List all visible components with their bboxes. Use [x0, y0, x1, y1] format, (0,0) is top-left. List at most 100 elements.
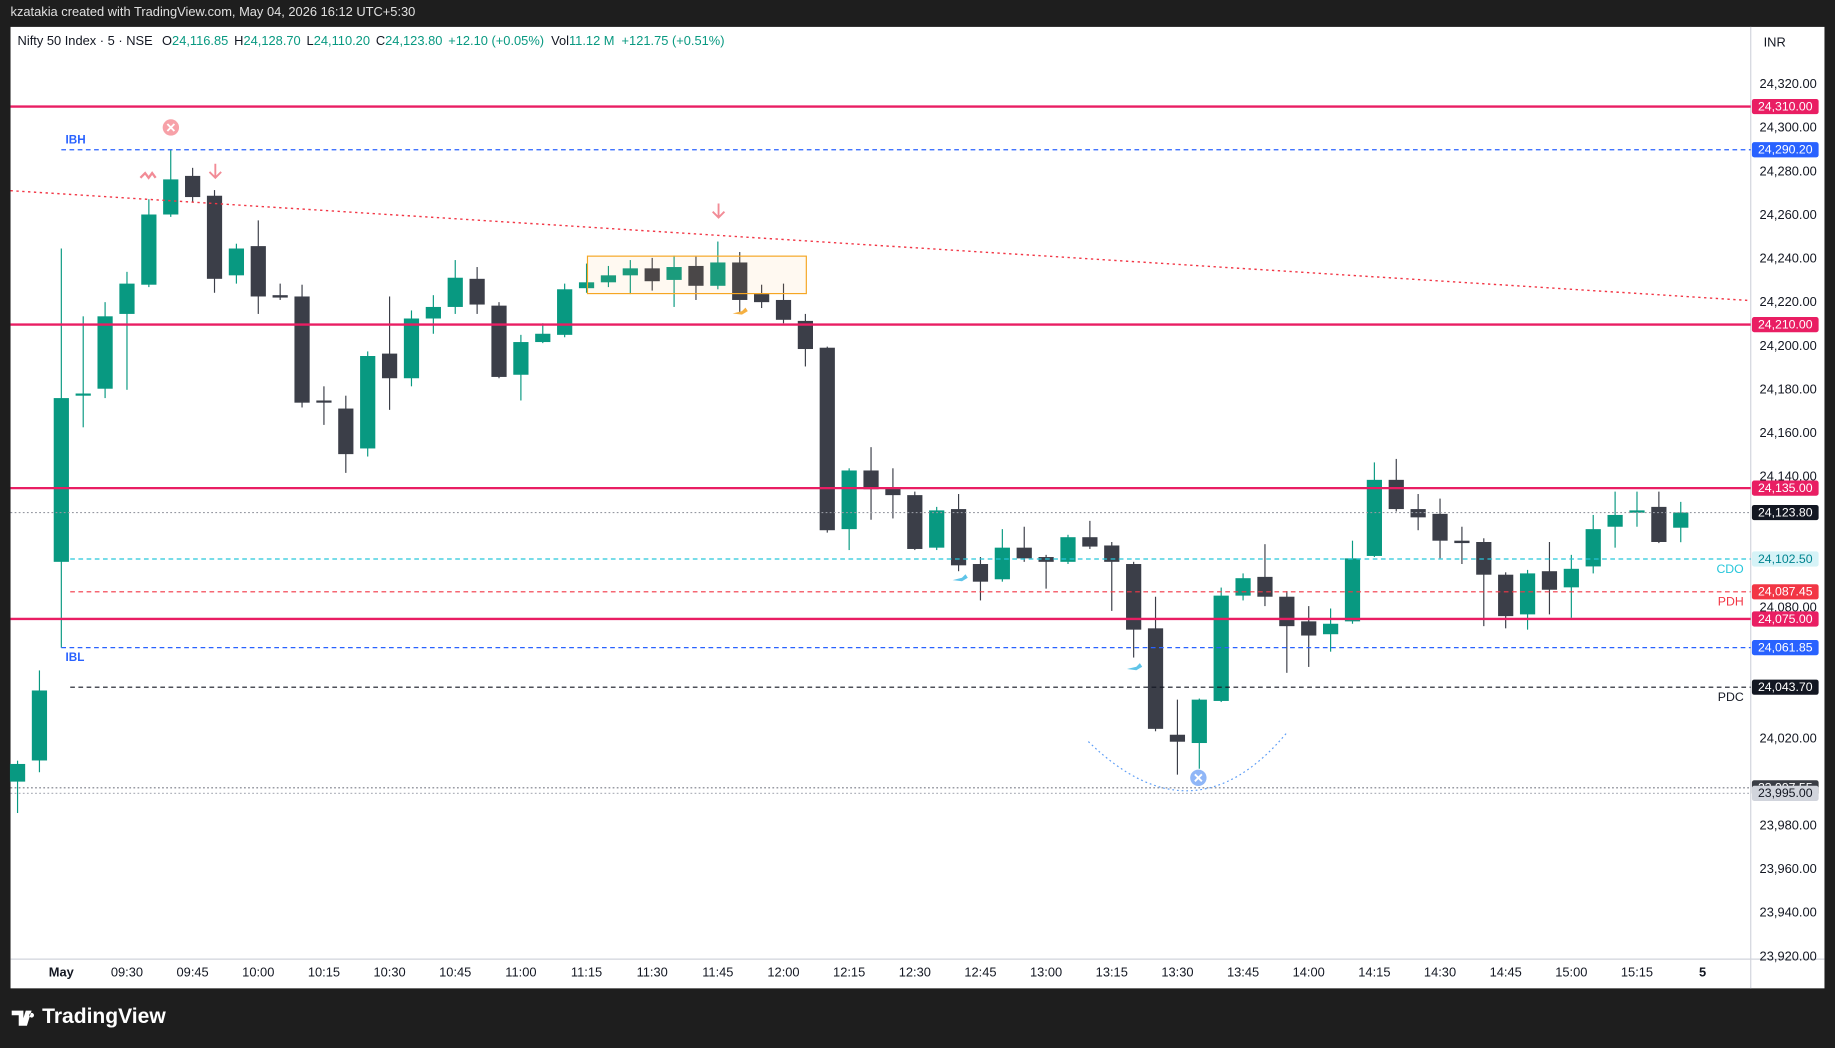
- y-tick-label: 24,160.00: [1760, 425, 1817, 440]
- price-badge-label: 24,075.00: [1758, 612, 1813, 626]
- candle-body: [732, 262, 748, 300]
- x-tick-label: 15:15: [1621, 965, 1653, 980]
- candle-body: [972, 564, 989, 582]
- price-badge-label: 24,061.85: [1758, 640, 1813, 654]
- candle-body: [425, 306, 441, 319]
- marker: [162, 119, 180, 136]
- x-tick-label: 13:15: [1096, 965, 1128, 980]
- level-name: CDO: [1716, 562, 1743, 576]
- candle-body: [1323, 623, 1339, 635]
- y-tick-label: 24,200.00: [1760, 338, 1817, 353]
- candle-body: [9, 763, 26, 782]
- candle-body: [1476, 541, 1492, 575]
- legend-value: 24,128.70: [243, 34, 300, 49]
- legend-value: 11.12 M: [569, 34, 615, 49]
- price-badge-label: 24,290.20: [1758, 143, 1813, 157]
- x-tick-label: 10:45: [439, 965, 471, 980]
- price-badge: [1751, 317, 1819, 333]
- candle-body: [119, 283, 135, 314]
- credit: kzatakia created with TradingView.com, M…: [11, 4, 416, 19]
- plot: 24,320.00 24,300.00 24,280.00 24,260.00 24,2…: [9, 76, 1817, 980]
- x-tick-label: 09:30: [111, 965, 143, 980]
- level-name: IBL: [66, 651, 85, 664]
- legend-key: C: [376, 34, 385, 49]
- x-tick-label: 13:00: [1030, 965, 1062, 980]
- candle-body: [53, 398, 69, 562]
- x-tick-label: 11:30: [637, 965, 668, 980]
- y-tick-label: 24,280.00: [1760, 163, 1817, 178]
- level-name: IBH: [66, 133, 86, 146]
- candle-body: [841, 470, 857, 530]
- candle-body: [228, 248, 245, 276]
- y-tick-label: 24,180.00: [1760, 381, 1817, 396]
- candle-body: [1060, 537, 1076, 562]
- candle-body: [1301, 621, 1317, 636]
- candle-body: [1191, 699, 1207, 744]
- candle-body: [1519, 573, 1536, 615]
- price-badge-label: 24,123.80: [1758, 505, 1813, 519]
- price-badge-label: 24,310.00: [1758, 99, 1813, 113]
- legend-key: Vol: [551, 34, 569, 49]
- candle-body: [1147, 628, 1164, 729]
- x-tick-label: 15:00: [1555, 965, 1587, 980]
- candle-body: [360, 356, 376, 449]
- x-tick-label: 14:00: [1293, 965, 1325, 980]
- candle-body: [885, 487, 901, 496]
- candle-body: [600, 275, 617, 283]
- candle-body: [797, 320, 813, 350]
- candle-body: [1607, 514, 1623, 527]
- candle-body: [513, 342, 529, 375]
- candle-body: [31, 690, 48, 761]
- legend-value: 24,123.80: [385, 34, 442, 49]
- price-badge: [1751, 679, 1819, 695]
- x-tick-label: 5: [1699, 965, 1706, 980]
- x-tick-label: 10:00: [242, 965, 274, 980]
- price-badge-label: 24,210.00: [1758, 317, 1813, 331]
- candle-body: [557, 289, 573, 335]
- price-badge: [1751, 611, 1819, 627]
- y-tick-label: 24,140.00: [1760, 469, 1817, 484]
- y-tick-label: 23,980.00: [1760, 817, 1817, 832]
- x-tick-label: 12:45: [964, 965, 996, 980]
- x-tick-label: 10:15: [308, 965, 340, 980]
- candle-body: [1279, 596, 1295, 627]
- candle-body: [97, 316, 113, 389]
- price-badge: [1751, 504, 1819, 521]
- candle-body: [1235, 578, 1251, 596]
- brand: TradingView: [11, 1005, 166, 1028]
- price-badge: [1751, 640, 1819, 656]
- legend-value: 24,116.85: [172, 34, 228, 49]
- brand-name: TradingView: [42, 1005, 166, 1028]
- legend-key: L: [307, 34, 314, 49]
- signal-icon: [952, 574, 968, 582]
- x-tick-label: 12:15: [833, 965, 865, 980]
- candle-body: [1082, 537, 1098, 547]
- price-badge-label: 24,102.50: [1758, 552, 1813, 566]
- x-tick-label: 14:15: [1358, 965, 1390, 980]
- legend-key: H: [234, 34, 243, 49]
- legend: Nifty 50 Index · 5 · NSE O24,116.85 H24,12…: [18, 34, 725, 49]
- candle-body: [316, 400, 332, 403]
- price-badge: [1751, 551, 1819, 567]
- arrow: [712, 203, 726, 219]
- arrow: [208, 163, 222, 180]
- y-tick-label: 24,080.00: [1760, 599, 1817, 614]
- range-box: [586, 255, 807, 295]
- x-tick-label: 11:15: [571, 965, 602, 980]
- candle-body: [688, 265, 704, 286]
- candle-body: [272, 295, 288, 298]
- x-tick-label: 09:45: [177, 965, 209, 980]
- y-tick-label: 24,320.00: [1760, 76, 1817, 91]
- y-tick-label: 24,220.00: [1760, 294, 1817, 309]
- candle-body: [469, 278, 485, 305]
- signal-icon: [139, 171, 157, 180]
- candle-body: [1213, 595, 1229, 701]
- candle-body: [775, 299, 792, 320]
- candle-body: [1651, 506, 1667, 542]
- x-tick-label: 10:30: [373, 965, 405, 980]
- candle-body: [1454, 540, 1470, 544]
- y-tick-label: 24,020.00: [1760, 730, 1817, 745]
- candle-body: [141, 214, 157, 285]
- candle-body: [666, 267, 682, 280]
